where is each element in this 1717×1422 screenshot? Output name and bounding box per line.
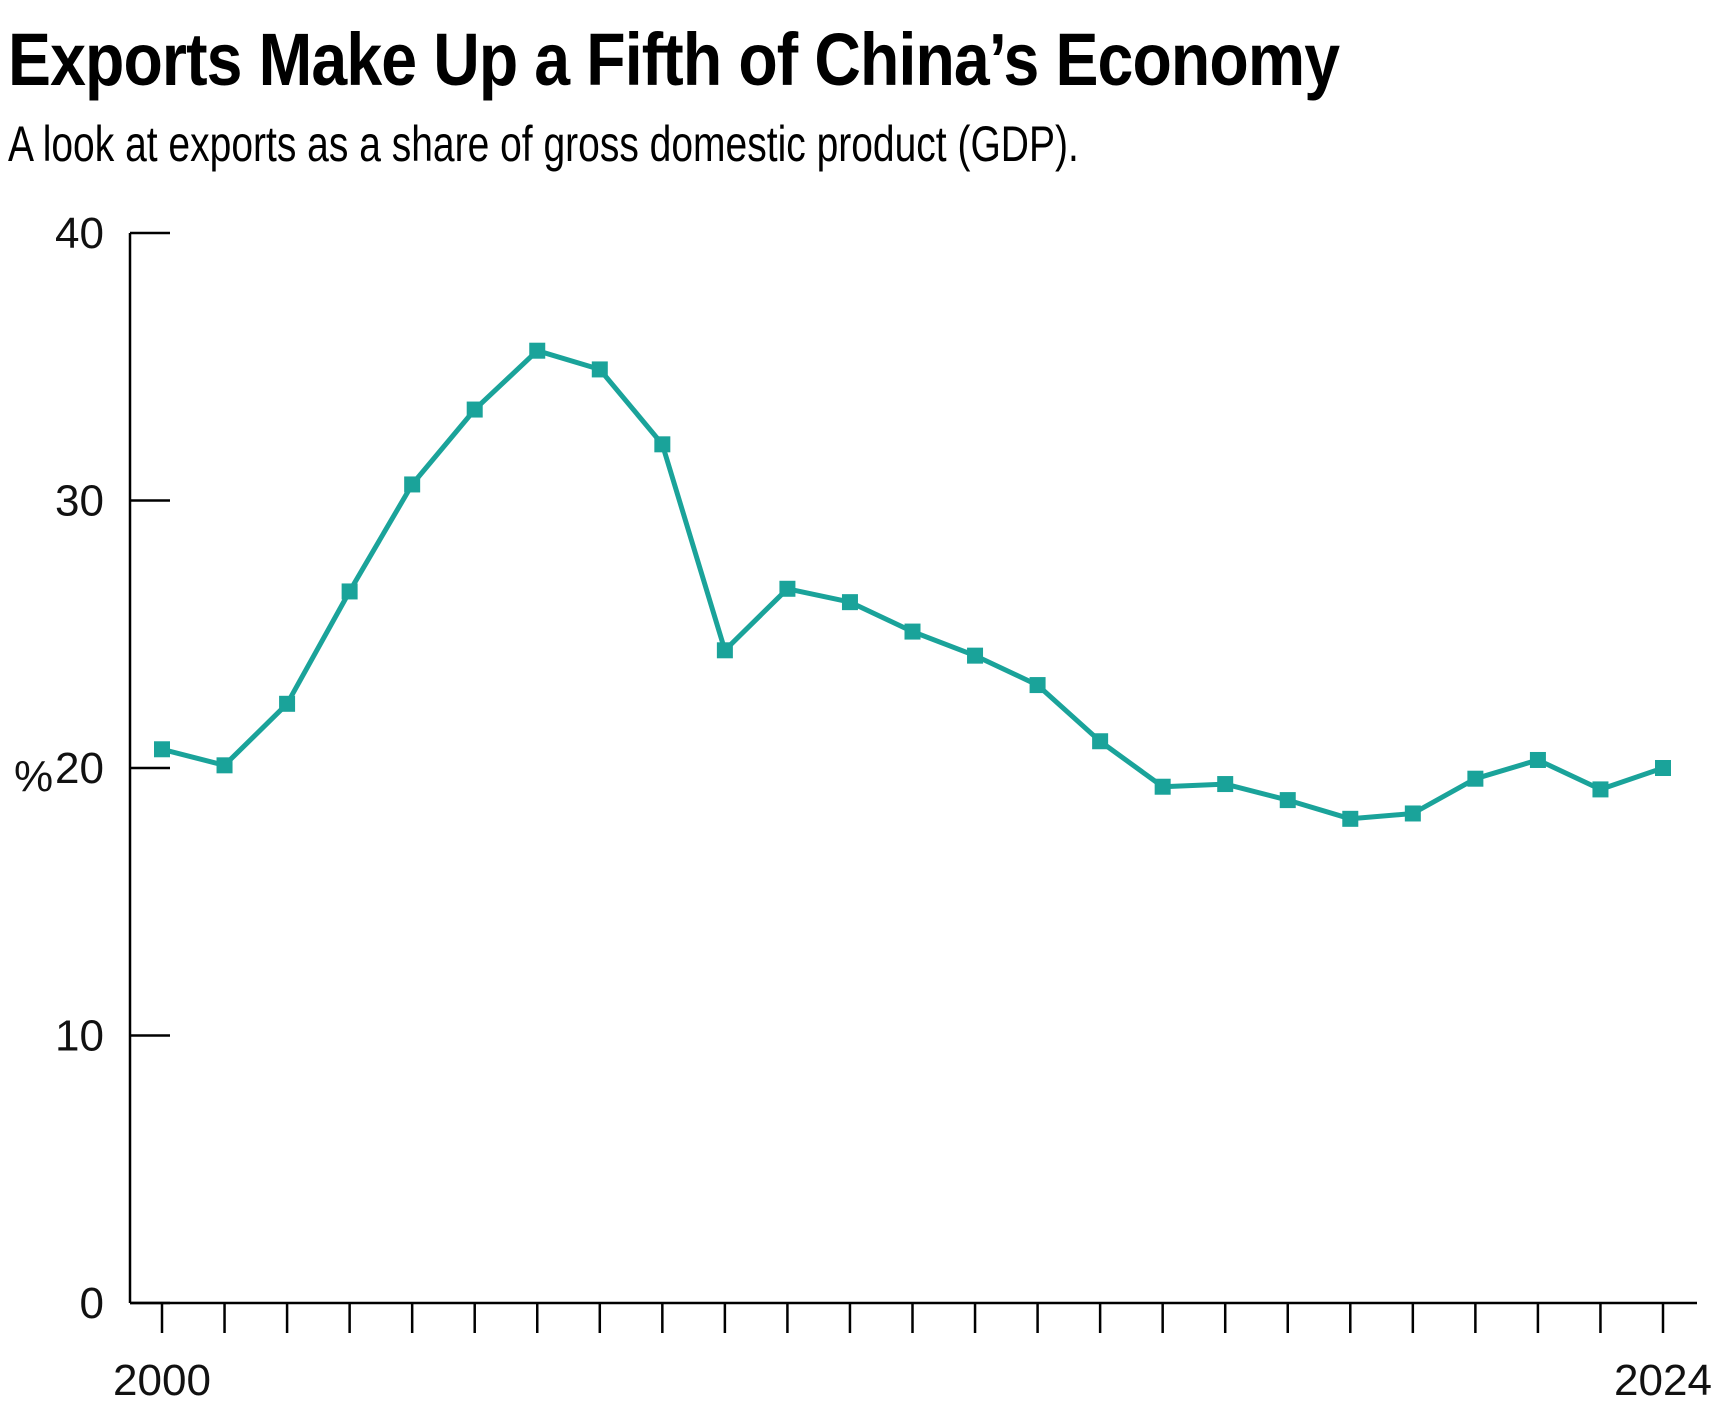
chart-title: Exports Make Up a Fifth of China’s Econo… <box>8 18 1340 101</box>
data-point-marker: 2000: 20.7% <box>154 741 170 758</box>
data-point-marker: 2007: 34.9% <box>591 361 608 378</box>
data-point-marker: 2005: 33.4% <box>466 401 483 418</box>
data-point-marker: 2003: 26.6% <box>341 583 358 600</box>
data-point-marker: 2008: 32.1% <box>654 436 671 453</box>
y-axis-unit-label: % <box>14 752 53 801</box>
data-point-marker: 2009: 24.4% <box>716 642 733 659</box>
y-tick-label: 30 <box>55 477 104 526</box>
data-point-marker: 2018: 18.8% <box>1279 792 1296 809</box>
data-point-marker: 2004: 30.6% <box>404 476 421 493</box>
chart-subtitle: A look at exports as a share of gross do… <box>8 116 1079 172</box>
data-point-marker: 2017: 19.4% <box>1217 776 1234 793</box>
y-tick-label: 0 <box>80 1279 104 1328</box>
data-point-marker: 2014: 23.1% <box>1029 677 1046 694</box>
data-point-marker: 2012: 25.1% <box>904 623 921 640</box>
x-tick-label: 2024 <box>1614 1356 1712 1405</box>
data-point-marker: 2021: 19.6% <box>1467 770 1484 787</box>
data-point-marker: 2011: 26.2% <box>841 594 858 611</box>
y-tick-label: 20 <box>55 744 104 793</box>
data-point-marker: 2023: 19.2% <box>1592 781 1609 798</box>
x-tick-label: 2000 <box>113 1356 211 1405</box>
data-point-marker: 2013: 24.2% <box>967 647 984 664</box>
data-point-marker: 2016: 19.3% <box>1154 778 1171 795</box>
data-point-marker: 2022: 20.3% <box>1529 751 1546 768</box>
data-point-marker: 2010: 26.7% <box>779 580 796 597</box>
y-tick-label: 40 <box>55 209 104 258</box>
data-point-marker: 2024: 20% <box>1655 760 1671 776</box>
data-point-marker: 2019: 18.1% <box>1342 810 1359 827</box>
series-line <box>159 348 1666 822</box>
data-point-marker: 2001: 20.1% <box>216 757 233 774</box>
y-tick-label: 10 <box>55 1012 104 1061</box>
data-point-marker: 2020: 18.3% <box>1404 805 1421 822</box>
data-point-marker: 2015: 21% <box>1092 733 1109 750</box>
data-point-marker: 2002: 22.4% <box>279 695 296 712</box>
data-point-marker: 2006: 35.6% <box>529 342 546 359</box>
